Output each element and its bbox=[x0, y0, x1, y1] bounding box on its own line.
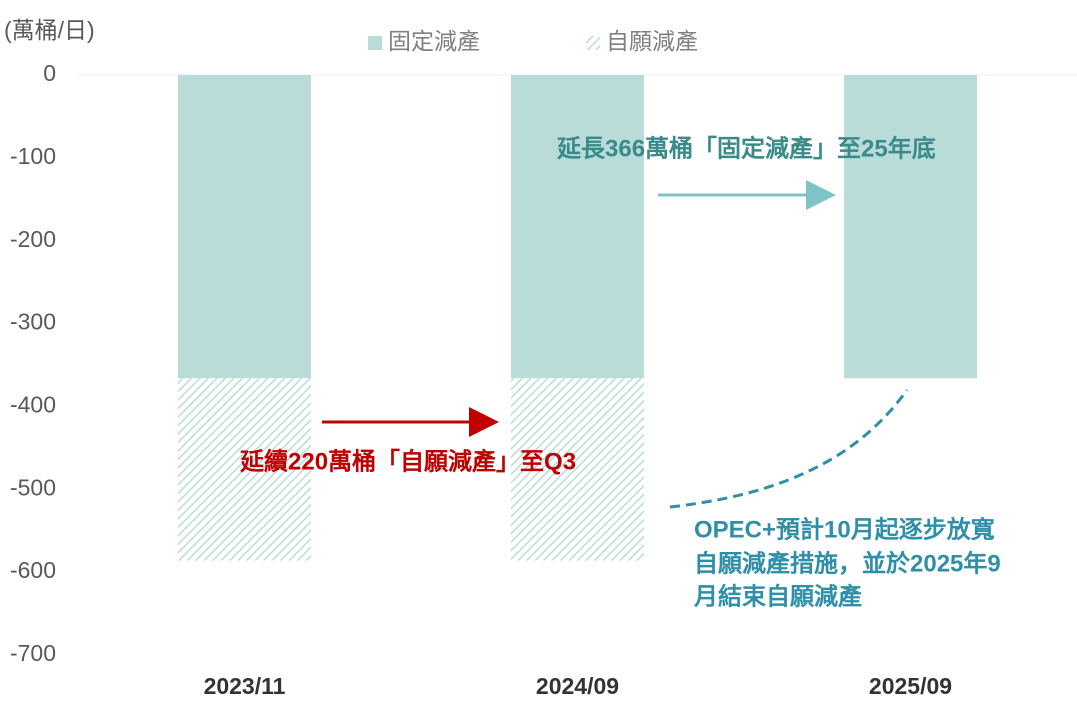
x-tick-label: 2023/11 bbox=[204, 673, 286, 699]
annotation: 自願減產措施，並於2025年9 bbox=[694, 549, 1001, 577]
bar-segment bbox=[511, 75, 644, 379]
legend-swatch bbox=[368, 36, 382, 50]
plot: 0 -100 -200 -300 -400 -500 -600 -700 2023/11 2024… bbox=[10, 28, 1077, 699]
y-axis-label: (萬桶/日) bbox=[4, 17, 95, 43]
annotation: 月結束自願減產 bbox=[693, 582, 862, 610]
x-tick-label: 2025/09 bbox=[869, 673, 952, 699]
y-tick-label: -200 bbox=[10, 226, 56, 252]
y-tick-label: -300 bbox=[10, 309, 56, 335]
y-tick-label: -500 bbox=[10, 474, 56, 500]
dashed-arrow bbox=[669, 389, 909, 509]
annotation: OPEC+預計10月起逐步放寬 bbox=[694, 515, 995, 543]
y-tick-label: -400 bbox=[10, 392, 56, 418]
bar-segment bbox=[178, 75, 311, 379]
annotation: 延長366萬桶「固定減產」至25年底 bbox=[556, 134, 936, 162]
x-tick-label: 2024/09 bbox=[536, 673, 619, 699]
legend-label: 固定減產 bbox=[388, 28, 480, 54]
y-tick-label: -600 bbox=[10, 557, 56, 583]
y-tick-label: 0 bbox=[43, 60, 56, 86]
legend-label: 自願減產 bbox=[606, 28, 698, 54]
annotation: 延續220萬桶「自願減產」至Q3 bbox=[239, 447, 576, 475]
y-tick-label: -100 bbox=[10, 143, 56, 169]
y-tick-label: -700 bbox=[10, 640, 56, 666]
bar-segment bbox=[178, 378, 311, 561]
bar-segment bbox=[511, 378, 644, 561]
bar-segment bbox=[844, 75, 977, 379]
legend-swatch bbox=[586, 36, 600, 50]
